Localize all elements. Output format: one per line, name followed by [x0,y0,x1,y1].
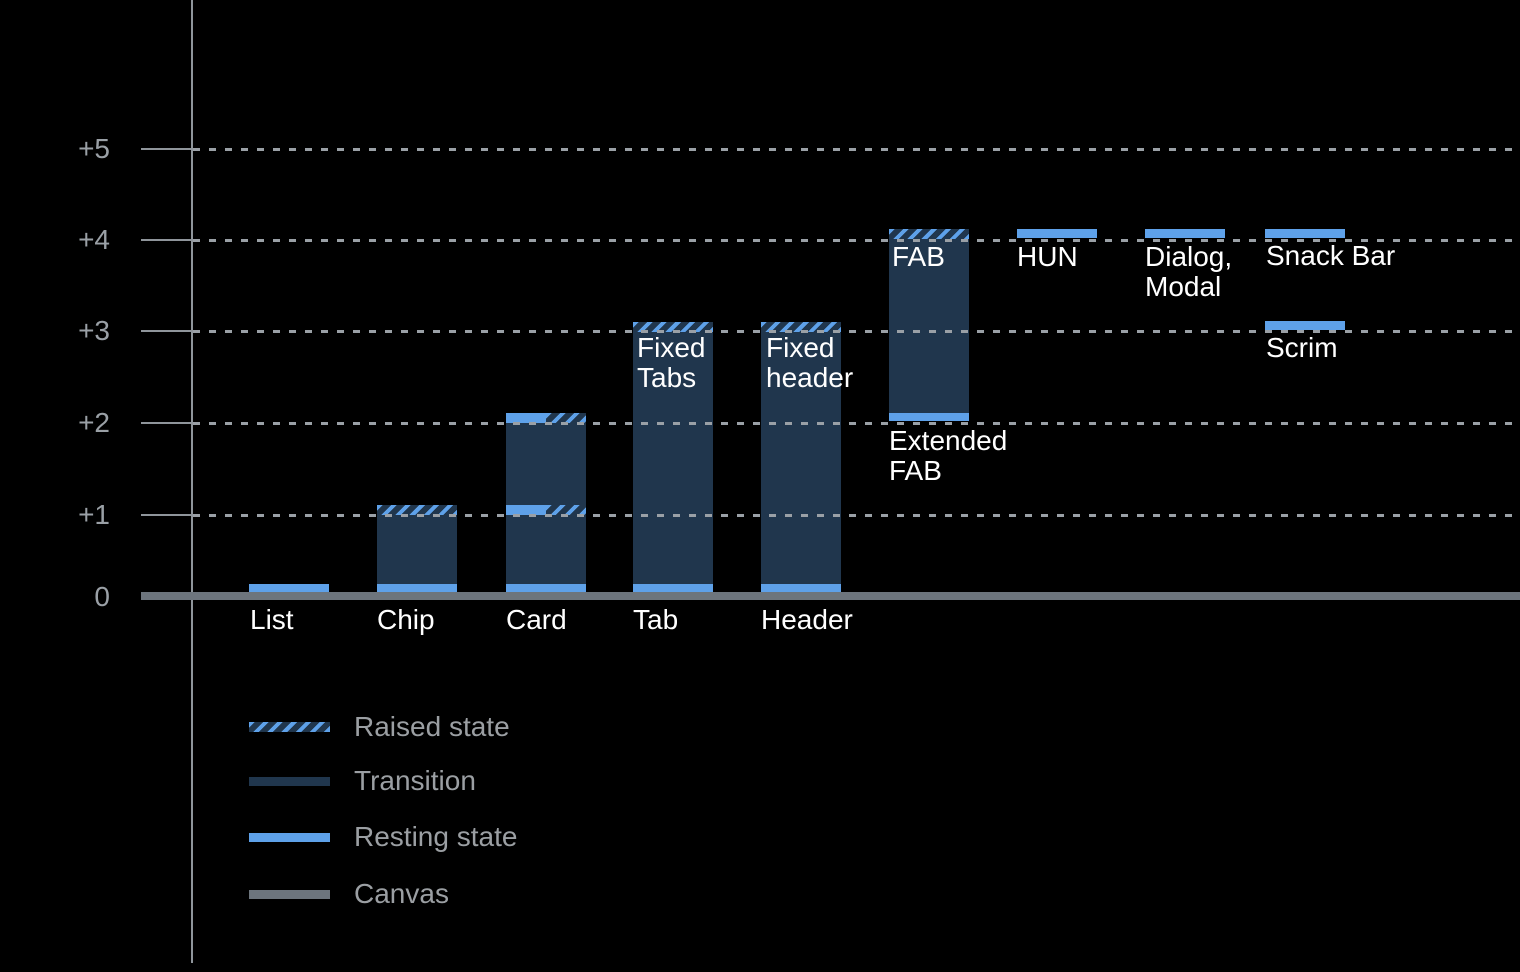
legend-label-navy: Transition [354,765,476,796]
gridline-+4 [193,239,1520,242]
label-card: Card [506,605,567,635]
label-fixed-header-line: header [766,362,854,393]
label-fixed-tabs: Fixed Tabs [637,333,705,393]
axis-tick-+3 [141,330,191,332]
label-fab-line: FAB [892,241,945,272]
label-chip-line: Chip [377,604,435,635]
label-extended-fab-line: Extended [889,425,1008,456]
bar-header-resting-segment [761,584,841,592]
bar-fab-raised-segment [889,229,969,239]
bar-dialog-modal-resting-segment [1145,229,1225,238]
gridline-+2 [193,422,1520,425]
bar-hun-resting-segment [1017,229,1097,238]
label-extended-fab-line: FAB [889,455,942,486]
y-axis-line [191,0,193,963]
label-fab: FAB [892,242,945,272]
label-dialog-modal-line: Dialog, [1145,241,1233,272]
bar-chip-resting-segment [377,584,457,592]
tick-label-+2: +2 [78,407,110,438]
label-tab-line: Tab [633,604,679,635]
bar-card-transition-segment [506,423,586,505]
tick-label-+4: +4 [78,224,110,255]
label-header-line: Header [761,604,853,635]
label-header: Header [761,605,853,635]
bar-card-raised-segment [546,413,586,423]
legend-swatch-blue [249,833,330,842]
gridline-+5 [193,148,1520,151]
label-scrim-line: Scrim [1266,332,1338,363]
label-fixed-header-line: Fixed [766,332,835,363]
label-chip: Chip [377,605,435,635]
bar-fab-resting-segment [889,413,969,421]
label-fixed-header: Fixed header [766,333,853,393]
tick-label-+1: +1 [78,499,110,530]
bar-fab-transition-segment [889,239,969,413]
bar-card-resting-segment [506,505,546,515]
bar-snack-bar-resting-segment [1265,229,1345,238]
bar-card-resting-segment [506,413,546,423]
label-hun-line: HUN [1017,241,1078,272]
label-list: List [250,605,294,635]
legend-label-gray: Canvas [354,878,449,909]
bar-list-resting-segment [249,584,329,592]
axis-tick-+4 [141,239,191,241]
label-hun: HUN [1017,242,1078,272]
label-fixed-tabs-line: Fixed [637,332,706,363]
gridline-+1 [193,514,1520,517]
legend-swatch-gray [249,890,330,899]
axis-tick-+5 [141,148,191,150]
bar-tab-resting-segment [633,584,713,592]
label-dialog-modal: Dialog, Modal [1145,242,1232,302]
bar-card-resting-segment [506,584,586,592]
legend-swatch-hatch [249,722,330,732]
bar-tab-transition-segment [633,332,713,584]
bar-header-raised-segment [761,322,841,332]
label-fixed-tabs-line: Tabs [637,362,697,393]
bar-card-raised-segment [546,505,586,515]
legend-label-hatch: Raised state [354,711,510,742]
bar-card-transition-segment [506,515,586,584]
bar-scrim-resting-segment [1265,321,1345,330]
label-extended-fab: Extended FAB [889,426,1007,486]
bar-chip-transition-segment [377,515,457,584]
legend-label-blue: Resting state [354,821,518,852]
gridline-+3 [193,330,1520,333]
label-card-line: Card [506,604,567,635]
legend-swatch-navy [249,777,330,786]
bar-chip-raised-segment [377,505,457,515]
tick-label-0: 0 [94,581,110,612]
canvas-baseline [141,592,1520,600]
axis-tick-+2 [141,422,191,424]
axis-tick-+1 [141,514,191,516]
label-list-line: List [250,604,294,635]
label-dialog-modal-line: Modal [1145,271,1222,302]
tick-label-+3: +3 [78,315,110,346]
label-snack-bar: Snack Bar [1266,241,1395,271]
tick-label-+5: +5 [78,133,110,164]
bar-header-transition-segment [761,332,841,584]
label-snack-bar-line: Snack Bar [1266,240,1396,271]
label-tab: Tab [633,605,678,635]
bar-tab-raised-segment [633,322,713,332]
label-scrim: Scrim [1266,333,1338,363]
